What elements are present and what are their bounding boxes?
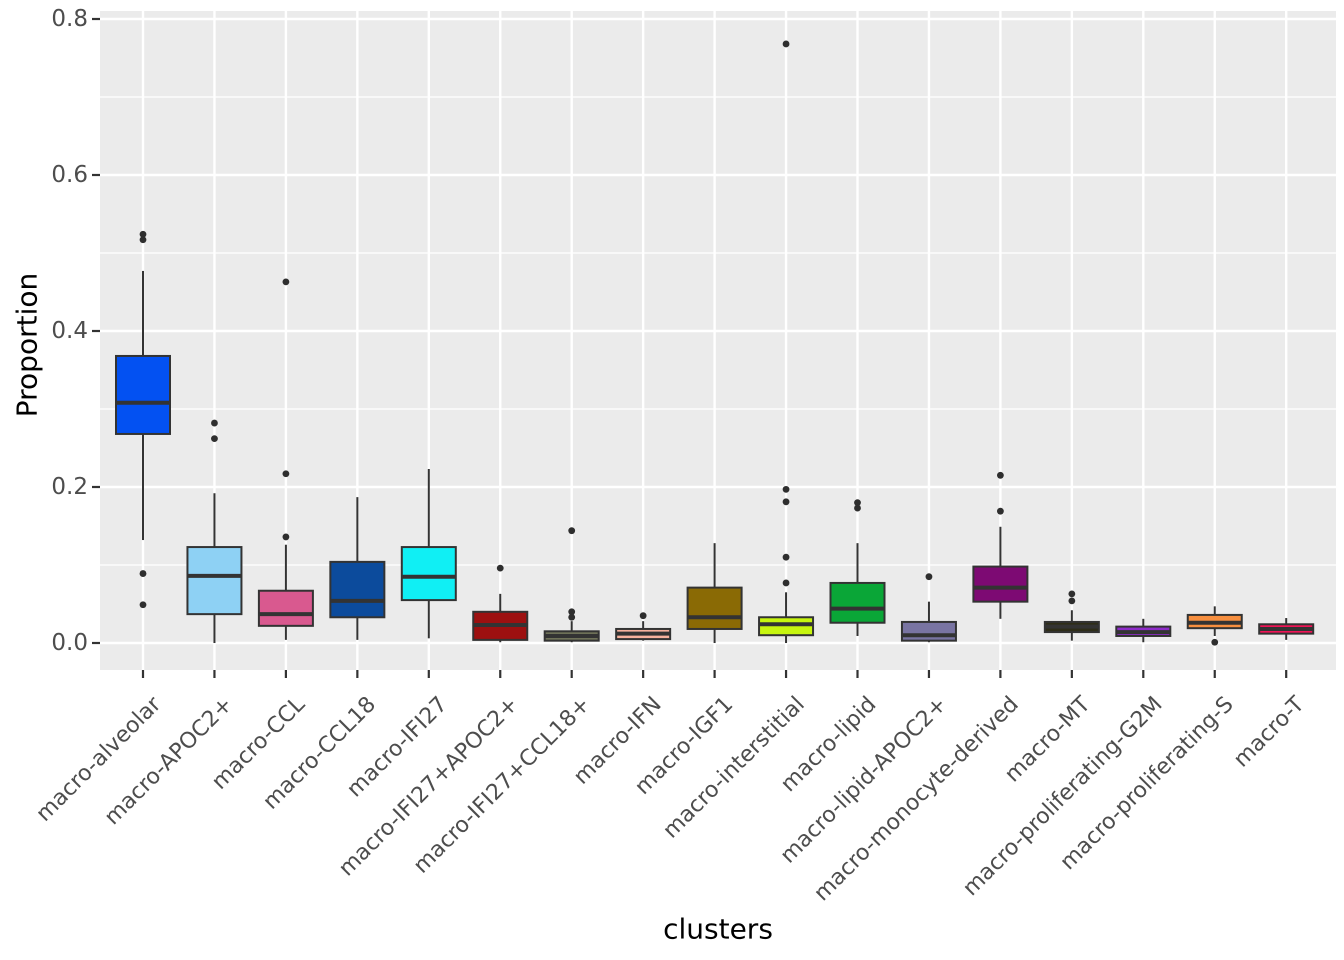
outlier-point [139, 601, 147, 609]
box-macro-lipid-APOC2+ [900, 620, 957, 642]
outlier-point [782, 485, 790, 493]
outlier-point [282, 278, 290, 286]
box-macro-CCL18 [329, 560, 386, 619]
outlier-point [1068, 590, 1076, 598]
outlier-point [997, 471, 1004, 479]
box-macro-APOC2+ [186, 546, 243, 616]
x-axis-title: clusters [663, 912, 773, 946]
box-macro-lipid [829, 581, 886, 624]
box-macro-CCL [257, 589, 314, 627]
plot-panel [100, 11, 1336, 670]
outlier-point [568, 527, 576, 535]
outlier-point [211, 419, 218, 427]
outlier-point [211, 435, 218, 443]
outlier-point [139, 236, 147, 244]
box-macro-IGF1 [686, 586, 743, 630]
outlier-point [1068, 597, 1076, 605]
outlier-point [139, 570, 147, 577]
box-macro-monocyte-derived [972, 565, 1029, 603]
outlier-point [496, 564, 504, 572]
outlier-point [782, 579, 790, 587]
outlier-point [854, 499, 861, 506]
box-macro-IFI27 [400, 546, 457, 602]
y-tick-label-0.0: 0.0 [51, 630, 88, 656]
y-tick-label-0.8: 0.8 [51, 6, 88, 32]
y-axis-title: Proportion [10, 272, 44, 418]
box-macro-alveolar [115, 354, 171, 435]
outlier-point [782, 498, 790, 506]
outlier-point [139, 230, 147, 238]
outlier-point [997, 507, 1004, 515]
y-tick-label-0.6: 0.6 [51, 162, 88, 188]
outlier-point [282, 533, 290, 541]
outlier-point [568, 613, 576, 621]
outlier-point [782, 40, 790, 48]
outlier-point [639, 612, 647, 620]
outlier-point [925, 573, 933, 581]
outlier-point [568, 608, 576, 616]
y-tick-label-0.4: 0.4 [51, 318, 88, 344]
outlier-point [854, 504, 861, 512]
outlier-point [282, 470, 290, 478]
outlier-point [782, 553, 790, 561]
y-tick-label-0.2: 0.2 [51, 474, 88, 500]
outlier-point [1211, 638, 1219, 646]
